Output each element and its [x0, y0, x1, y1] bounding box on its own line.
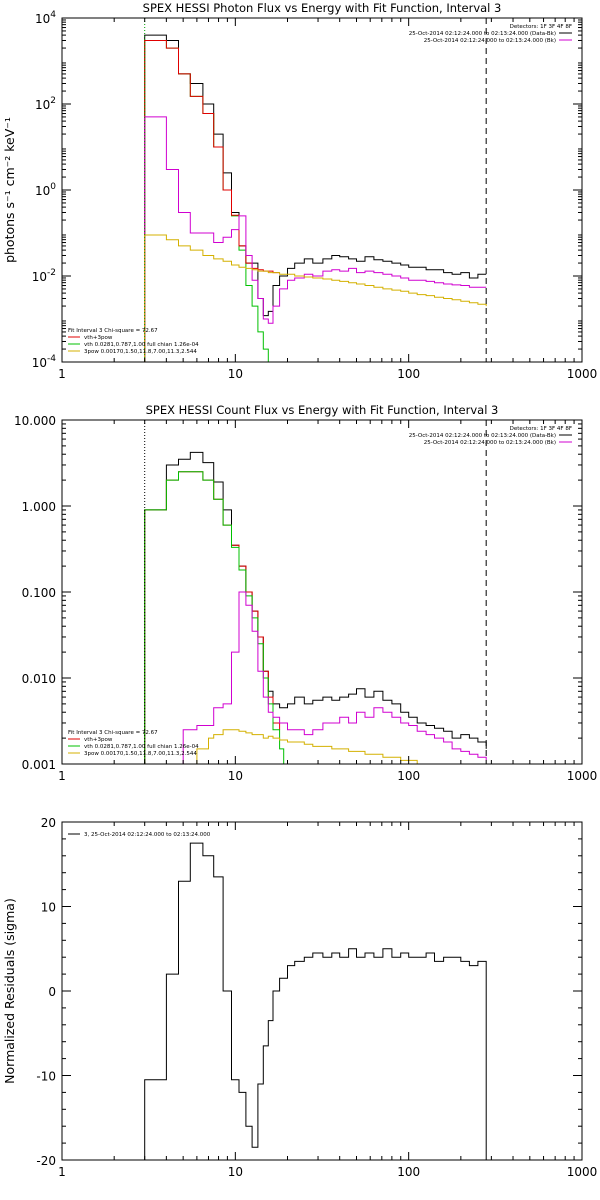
y-tick-label: 102: [35, 96, 56, 112]
y-tick-label: -10: [36, 1070, 56, 1084]
x-tick-label: 1: [58, 769, 66, 783]
legend-entry-text: 25-Oct-2014 02:12:24.000 to 02:13:24.000…: [424, 38, 556, 44]
legend-entry-text: vth 0.0281,0.787,1.00 full chian 1.26e-0…: [84, 342, 199, 348]
legend-entry-text: 3pow 0.00170,1.50,11.8,7.00,11.3,2.544: [84, 349, 197, 355]
legend-detectors: Detectors: 1F 3F 4F 8F: [510, 24, 572, 30]
series-line-4: [144, 116, 487, 362]
legend-detectors: Detectors: 1F 3F 4F 8F: [510, 426, 572, 432]
y-tick-label: 10: [41, 901, 56, 915]
y-tick-label: 0.010: [22, 672, 56, 686]
x-tick-label: 1000: [567, 1165, 598, 1179]
series-line-5: [144, 234, 487, 362]
y-tick-label: 0: [48, 985, 56, 999]
legend-entry-text: 3, 25-Oct-2014 02:12:24.000 to 02:13:24.…: [84, 832, 211, 838]
y-tick-label: 0.100: [22, 586, 56, 600]
y-tick-label: 10-4: [32, 354, 57, 370]
legend-entry-text: 25-Oct-2014 02:12:24.000 to 02:13:24.000…: [409, 31, 556, 37]
series-line-4: [182, 591, 487, 764]
series-line-1: [144, 451, 487, 764]
y-tick-label: -20: [36, 1154, 56, 1168]
chart-1: SPEX HESSI Photon Flux vs Energy with Fi…: [2, 1, 597, 381]
chart-title: SPEX HESSI Photon Flux vs Energy with Fi…: [143, 1, 502, 15]
legend-entry-text: 3pow 0.00170,1.50,11.8,7.00,11.3,2.544: [84, 751, 197, 757]
chart-title: SPEX HESSI Count Flux vs Energy with Fit…: [146, 403, 499, 417]
series-group: [144, 451, 487, 764]
legend-entry-text: 25-Oct-2014 02:12:24.000 to 02:13:24.000…: [409, 433, 556, 439]
x-tick-label: 10: [228, 1165, 243, 1179]
y-tick-label: 1.000: [22, 500, 56, 514]
x-tick-label: 100: [397, 1165, 420, 1179]
y-tick-label: 10-2: [32, 268, 56, 284]
series-group: [144, 34, 487, 362]
y-tick-label: 0.001: [22, 758, 56, 772]
chart-3: 1 10 100 1000 -20 -10 0 10 20 Normalized Residual…: [2, 816, 597, 1179]
x-tick-label: 1000: [567, 769, 598, 783]
x-tick-label: 1: [58, 1165, 66, 1179]
series-group: [144, 842, 487, 1160]
y-tick-label: 10.000: [14, 414, 56, 428]
x-tick-label: 10: [228, 769, 243, 783]
chart-2: SPEX HESSI Count Flux vs Energy with Fit…: [14, 403, 597, 783]
series-line-3: [144, 40, 280, 362]
legend-entry-text: vth+3pow: [84, 335, 113, 341]
x-tick-label: 1000: [567, 367, 598, 381]
legend-entry-text: vth+3pow: [84, 737, 113, 743]
y-tick-label: 104: [35, 10, 56, 26]
series-line-1: [144, 34, 487, 362]
x-tick-label: 10: [228, 367, 243, 381]
y-tick-label: 20: [41, 816, 56, 830]
legend-entry-text: vth 0.0281,0.787,1.00 full chian 1.26e-0…: [84, 744, 199, 750]
x-tick-label: 100: [397, 769, 420, 783]
x-tick-label: 1: [58, 367, 66, 381]
legend-fit-header: Fit Interval 3 Chi-square = 72.67: [68, 730, 158, 736]
x-tick-label: 100: [397, 367, 420, 381]
y-axis-label: Normalized Residuals (sigma): [2, 898, 17, 1084]
legend-entry-text: 25-Oct-2014 02:12:24.000 to 02:13:24.000…: [424, 440, 556, 446]
series-line-5: [183, 729, 449, 764]
series-line-1: [144, 842, 487, 1160]
y-axis-label: photons s⁻¹ cm⁻² keV⁻¹: [2, 117, 17, 263]
series-line-3: [144, 471, 285, 764]
legend-fit-header: Fit Interval 3 Chi-square = 72.67: [68, 328, 158, 334]
y-tick-label: 100: [35, 182, 56, 198]
